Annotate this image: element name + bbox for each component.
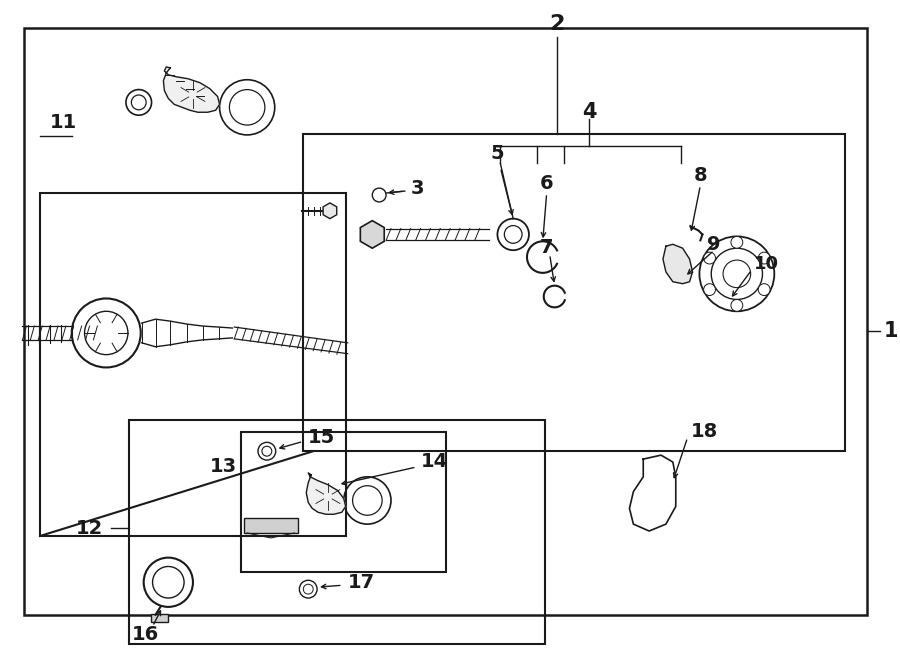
Polygon shape — [663, 245, 692, 284]
Text: 3: 3 — [410, 178, 424, 198]
Circle shape — [653, 467, 669, 483]
Text: 18: 18 — [690, 422, 718, 441]
Text: 7: 7 — [540, 238, 554, 256]
Polygon shape — [164, 67, 220, 112]
Text: 5: 5 — [491, 144, 504, 163]
Polygon shape — [360, 221, 384, 249]
Circle shape — [759, 284, 770, 295]
Circle shape — [759, 252, 770, 264]
Circle shape — [731, 299, 742, 311]
Text: 8: 8 — [694, 166, 707, 185]
Text: 14: 14 — [420, 451, 448, 471]
Circle shape — [640, 510, 652, 522]
Polygon shape — [306, 473, 346, 514]
Circle shape — [704, 284, 716, 295]
Text: 10: 10 — [753, 255, 778, 273]
Bar — [241, 432, 446, 572]
Text: 13: 13 — [211, 457, 238, 477]
Text: 4: 4 — [581, 102, 597, 122]
Bar — [150, 614, 168, 622]
Text: 16: 16 — [132, 625, 159, 644]
Text: 1: 1 — [884, 321, 898, 341]
Bar — [303, 134, 845, 451]
Bar — [40, 193, 346, 536]
Text: 17: 17 — [347, 573, 374, 592]
Polygon shape — [323, 203, 337, 219]
Text: 15: 15 — [308, 428, 336, 447]
Text: 2: 2 — [549, 14, 564, 34]
Text: 6: 6 — [540, 174, 554, 193]
Text: 9: 9 — [707, 235, 721, 254]
Circle shape — [731, 237, 742, 249]
Text: 12: 12 — [76, 519, 104, 537]
Circle shape — [651, 496, 667, 512]
Circle shape — [704, 252, 716, 264]
Polygon shape — [629, 455, 676, 531]
Bar — [244, 518, 299, 533]
Text: 11: 11 — [50, 112, 77, 132]
Bar — [129, 420, 544, 644]
